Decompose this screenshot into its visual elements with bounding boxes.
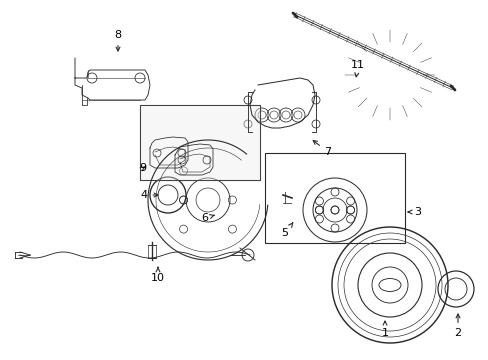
- Text: 7: 7: [312, 140, 331, 157]
- Text: 8: 8: [114, 30, 122, 51]
- Text: 9: 9: [139, 163, 146, 173]
- Text: 2: 2: [453, 314, 461, 338]
- Text: 11: 11: [350, 60, 364, 77]
- Text: 1: 1: [381, 321, 387, 338]
- Text: 4: 4: [140, 190, 158, 200]
- Text: 3: 3: [407, 207, 421, 217]
- Bar: [264, 153, 404, 243]
- Text: 5: 5: [281, 223, 292, 238]
- Text: 6: 6: [201, 213, 214, 223]
- Text: 10: 10: [151, 267, 164, 283]
- Bar: [140, 105, 260, 180]
- Bar: [140, 105, 260, 180]
